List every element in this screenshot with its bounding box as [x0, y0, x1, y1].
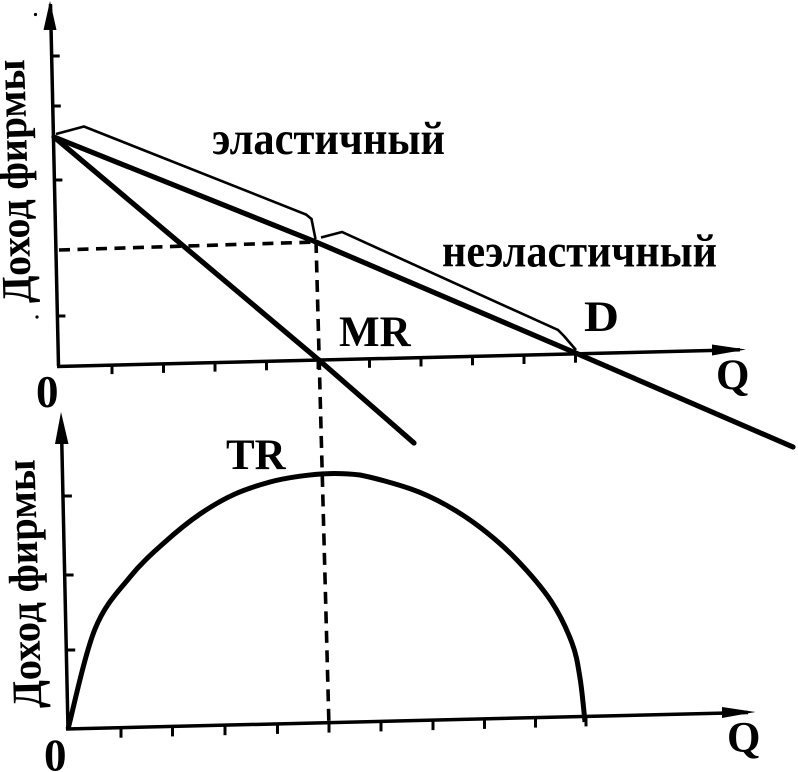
svg-text:0: 0	[44, 731, 67, 772]
svg-text:D: D	[584, 294, 619, 341]
svg-text:0: 0	[36, 367, 59, 417]
svg-text:эластичный: эластичный	[212, 113, 445, 165]
svg-text:MR: MR	[339, 309, 412, 356]
svg-text:TR: TR	[226, 432, 287, 479]
svg-text:Доход фирмы: Доход фирмы	[0, 459, 51, 709]
svg-text:Q: Q	[716, 352, 749, 399]
svg-text:неэластичный: неэластичный	[442, 226, 717, 278]
svg-text:Доход фирмы: Доход фирмы	[0, 59, 41, 304]
svg-text:Q: Q	[727, 715, 760, 762]
